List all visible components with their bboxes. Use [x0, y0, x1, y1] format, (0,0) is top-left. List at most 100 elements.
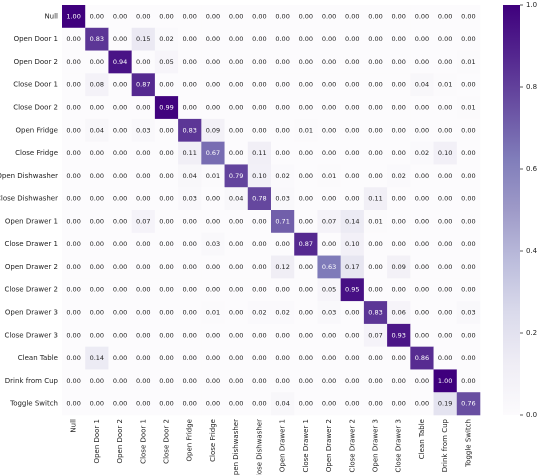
- cell-label: 0.00: [345, 377, 359, 385]
- y-tick-label: Close Drawer 2: [5, 286, 58, 294]
- cell-label: 0.00: [66, 149, 80, 157]
- x-tick-label: Open Drawer 1: [279, 419, 287, 472]
- cell: [456, 346, 481, 370]
- cell: [108, 73, 132, 97]
- cell: [456, 96, 481, 120]
- cell-label: 0.00: [66, 81, 80, 89]
- cell-label: 0.00: [206, 12, 220, 20]
- cell: [410, 187, 434, 211]
- y-tick-label: Drink from Cup: [5, 377, 59, 385]
- y-tick-label: Close Door 2: [13, 104, 58, 112]
- cell-label: 0.00: [368, 35, 382, 43]
- colorbar-tick-label: 0.2: [526, 329, 537, 337]
- cell-label: 0.00: [182, 377, 196, 385]
- cell-label: 0.00: [461, 35, 475, 43]
- y-tick-label: Open Drawer 1: [5, 217, 58, 225]
- cell-label: 0.03: [461, 309, 475, 317]
- cell: [410, 392, 434, 416]
- cell: [178, 141, 202, 165]
- cell: [456, 187, 481, 211]
- cell: [271, 5, 295, 29]
- cell: [201, 27, 225, 51]
- cell-label: 0.00: [159, 12, 173, 20]
- cell-label: 0.00: [206, 263, 220, 271]
- cell: [271, 301, 295, 325]
- cell: [340, 141, 365, 165]
- cell-label: 0.06: [391, 309, 405, 317]
- cell: [131, 96, 156, 120]
- cell: [363, 346, 388, 370]
- cell-label: 0.02: [252, 309, 266, 317]
- cell: [85, 96, 109, 120]
- cell: [154, 73, 179, 97]
- cell-label: 0.00: [159, 217, 173, 225]
- cell: [131, 255, 156, 279]
- cell: [131, 369, 156, 393]
- cell: [247, 27, 272, 51]
- cell-label: 0.00: [113, 81, 127, 89]
- cell-label: 0.10: [252, 172, 266, 180]
- cell: [317, 369, 341, 393]
- cell: [224, 73, 249, 97]
- cell-label: 0.00: [415, 35, 429, 43]
- cell-label: 0.00: [90, 263, 104, 271]
- cell-label: 0.00: [415, 12, 429, 20]
- cell-label: 0.02: [275, 309, 289, 317]
- cell: [108, 210, 132, 234]
- cell: [363, 164, 388, 188]
- cell-label: 0.87: [299, 240, 313, 248]
- cell-label: 1.00: [438, 377, 452, 385]
- cell-label: 0.00: [345, 400, 359, 408]
- cell-label: 0.00: [345, 35, 359, 43]
- cell-label: 0.00: [229, 400, 243, 408]
- cell: [247, 232, 272, 256]
- cell-label: 0.00: [66, 286, 80, 294]
- x-tick-label: Open Fridge: [186, 419, 194, 461]
- cell: [410, 141, 434, 165]
- cell: [456, 323, 481, 347]
- cell: [178, 323, 202, 347]
- cell-label: 0.00: [182, 286, 196, 294]
- cell: [387, 50, 411, 74]
- cell-label: 0.00: [299, 377, 313, 385]
- cell: [154, 5, 179, 29]
- cell-label: 0.00: [438, 286, 452, 294]
- cell-label: 0.01: [206, 309, 220, 317]
- cell-label: 0.00: [275, 12, 289, 20]
- cell: [178, 73, 202, 97]
- cell: [340, 73, 365, 97]
- cell: [317, 346, 341, 370]
- cell-label: 0.00: [322, 377, 336, 385]
- cell-label: 0.83: [90, 35, 104, 43]
- cell: [201, 346, 225, 370]
- cell: [271, 27, 295, 51]
- cell: [178, 5, 202, 29]
- cell: [154, 346, 179, 370]
- x-tick-label: Close Drawer 3: [395, 419, 403, 472]
- cell-label: 0.04: [182, 172, 196, 180]
- x-tick-label: Clean Table: [418, 419, 426, 459]
- cell: [131, 50, 156, 74]
- cell-label: 0.00: [415, 126, 429, 134]
- cell-label: 0.00: [113, 377, 127, 385]
- cell: [387, 187, 411, 211]
- cell: [340, 255, 365, 279]
- cell: [433, 141, 458, 165]
- cell-label: 0.00: [299, 309, 313, 317]
- cell: [363, 187, 388, 211]
- cell-label: 0.01: [322, 172, 336, 180]
- cell: [294, 27, 318, 51]
- cell-label: 0.00: [182, 35, 196, 43]
- cell-label: 0.76: [461, 400, 475, 408]
- cell-label: 0.00: [159, 354, 173, 362]
- cell-label: 0.00: [322, 35, 336, 43]
- x-tick-label: Null: [70, 419, 78, 433]
- cell-label: 0.00: [391, 354, 405, 362]
- cell-label: 1.00: [66, 12, 80, 20]
- cell: [387, 5, 411, 29]
- cell-label: 0.00: [229, 217, 243, 225]
- cell: [85, 301, 109, 325]
- cell-label: 0.00: [322, 195, 336, 203]
- cell: [317, 278, 341, 302]
- cell-label: 0.00: [113, 149, 127, 157]
